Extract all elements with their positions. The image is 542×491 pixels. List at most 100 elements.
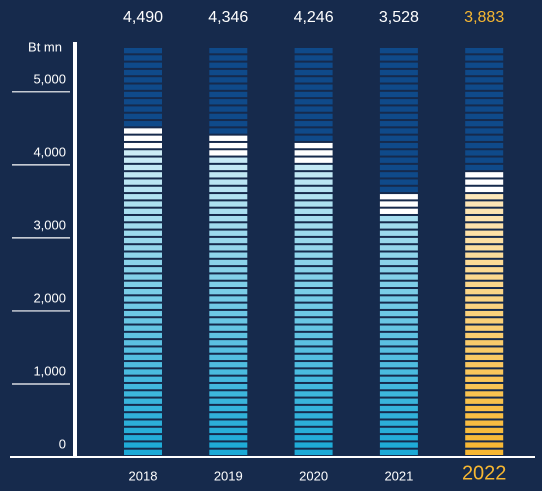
bar-segment (124, 405, 162, 412)
x-tick-label: 2021 (384, 468, 413, 483)
bar-segment (209, 48, 248, 54)
value-label: 3,528 (379, 9, 419, 26)
bar-segment (465, 142, 504, 149)
bar-segment (465, 369, 504, 375)
bar-segment (465, 391, 504, 397)
bar-segment (294, 259, 333, 266)
bar-segment (124, 208, 162, 214)
bar-segment (379, 427, 418, 434)
bar-segment (379, 267, 418, 273)
bar-segment (465, 449, 504, 455)
bar-segment (209, 281, 248, 288)
bar-segment (465, 252, 504, 258)
bar-segment (124, 172, 162, 178)
bar-segment (294, 55, 333, 61)
bar-segment (209, 223, 248, 229)
bar-segment (124, 128, 162, 134)
bar-segment (209, 128, 248, 134)
bar-segment (379, 435, 418, 441)
bar-segment (379, 296, 418, 302)
bar-segment (379, 55, 418, 61)
bar-segment (124, 48, 162, 54)
bar-segment (209, 427, 248, 434)
bar-segment (209, 77, 248, 83)
bar-segment (465, 289, 504, 295)
bar-segment (379, 62, 418, 68)
bar-segment (465, 281, 504, 288)
bar-segment (294, 106, 333, 112)
bar-segment (465, 413, 504, 419)
bar-segment (294, 274, 333, 280)
bar-segment (294, 91, 333, 98)
bar-segment (124, 186, 162, 193)
bar (294, 48, 333, 455)
bar-segment (209, 435, 248, 441)
bar-segment (379, 106, 418, 112)
bar-segment (209, 208, 248, 214)
bar-segment (465, 150, 504, 156)
bar-segment (465, 245, 504, 251)
bar-segment (124, 325, 162, 331)
bar-segment (209, 376, 248, 382)
bar (209, 48, 248, 455)
bar-segment (379, 157, 418, 163)
bar-segment (124, 237, 162, 244)
bar-segment (294, 179, 333, 185)
bar-segment (294, 164, 333, 171)
bar-segment (209, 303, 248, 309)
bar-segment (209, 310, 248, 317)
bar-segment (294, 208, 333, 214)
bar (124, 48, 162, 455)
bar-segment (294, 405, 333, 412)
bar-segment (294, 128, 333, 134)
bar-segment (465, 318, 504, 324)
bar-segment (465, 106, 504, 112)
bar-segment (294, 121, 333, 127)
bar-segment (465, 128, 504, 134)
bar-segment (124, 55, 162, 61)
bar-segment (124, 289, 162, 295)
bar-segment (294, 398, 333, 404)
bar-segment (294, 427, 333, 434)
bar-segment (294, 135, 333, 141)
bar-segment (379, 420, 418, 426)
bar-segment (294, 48, 333, 54)
bar-segment (124, 164, 162, 171)
bar-segment (379, 281, 418, 288)
bar-segment (379, 128, 418, 134)
bar-segment (209, 267, 248, 273)
bar-segment (124, 194, 162, 200)
bar-segment (379, 354, 418, 361)
bar-segment (379, 99, 418, 105)
bar-segment (209, 420, 248, 426)
bar-segment (124, 391, 162, 397)
bar-segment (465, 194, 504, 200)
bar-segment (124, 332, 162, 339)
bar-segment (294, 215, 333, 222)
bar-segment (294, 442, 333, 448)
bar-segment (294, 99, 333, 105)
bar-segment (294, 449, 333, 455)
bar-segment (209, 413, 248, 419)
bar-segment (379, 259, 418, 266)
bar-segment (379, 289, 418, 295)
y-tick-label: 3,000 (33, 217, 66, 232)
bar-segment (124, 398, 162, 404)
bar-segment (209, 142, 248, 149)
bar-segment (379, 449, 418, 455)
bar-segment (209, 332, 248, 339)
bar-segment (465, 69, 504, 76)
bar-segment (465, 201, 504, 207)
value-label: 3,883 (464, 9, 504, 26)
bar-segment (209, 383, 248, 390)
bar-segment (465, 172, 504, 178)
bar-segment (465, 347, 504, 353)
y-tick-label: 1,000 (33, 363, 66, 378)
bar-segment (465, 157, 504, 163)
bar-segment (294, 376, 333, 382)
bar-segment (209, 91, 248, 98)
bar-segment (209, 405, 248, 412)
bar-segment (379, 135, 418, 141)
x-tick-label: 2022 (462, 462, 507, 484)
